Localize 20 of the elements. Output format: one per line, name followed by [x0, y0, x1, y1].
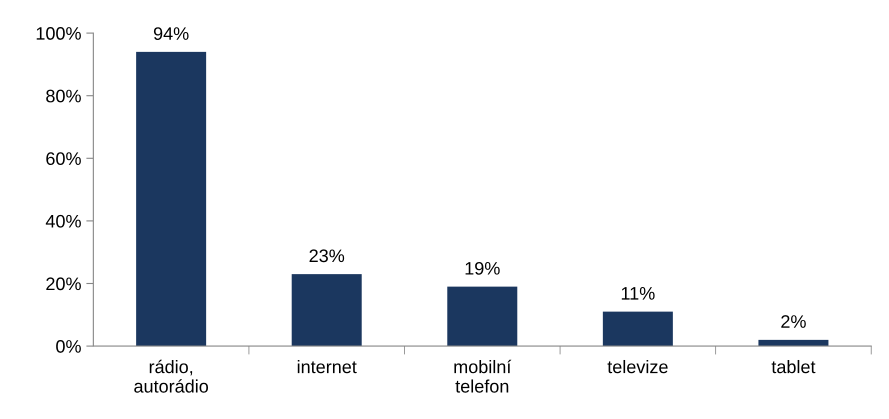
data-label: 11%	[622, 287, 655, 300]
x-tick-label: televize	[608, 360, 668, 374]
x-tick-label: internet	[298, 360, 357, 374]
data-label: 23%	[310, 249, 344, 262]
y-tick-label: 60%	[46, 152, 81, 166]
x-tick-label: rádio, autorádio	[134, 360, 208, 393]
data-label: 2%	[781, 315, 806, 328]
x-tick-label: tablet	[772, 360, 816, 374]
y-tick-label: 100%	[36, 27, 81, 40]
bar	[602, 312, 673, 346]
y-tick-label: 20%	[46, 277, 81, 290]
bar	[292, 274, 362, 346]
y-tick-label: 0%	[56, 340, 81, 353]
bar	[136, 52, 206, 346]
bar	[447, 286, 518, 346]
x-tick-label: mobilní telefon	[454, 360, 512, 393]
y-tick-label: 40%	[46, 214, 81, 228]
data-label: 19%	[466, 262, 500, 275]
data-label: 94%	[154, 27, 189, 40]
y-tick-label: 80%	[46, 90, 81, 102]
